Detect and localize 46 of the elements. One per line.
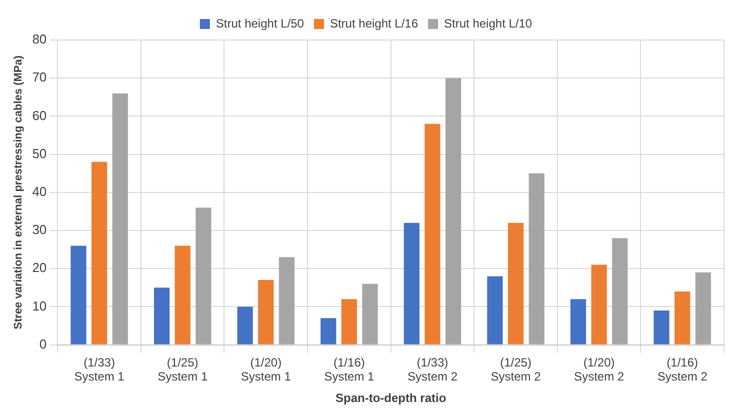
bar [70, 246, 86, 344]
x-tick-label: (1/25) System 1 [158, 355, 208, 384]
legend-label: Strut height L/16 [330, 16, 418, 30]
y-tick-label: 40 [32, 184, 47, 199]
x-tick-label: (1/25) System 2 [490, 355, 542, 384]
y-axis-title: Stree variation in external prestressing cables (MPa) [12, 55, 25, 330]
bar [92, 162, 108, 344]
bar [258, 280, 274, 344]
bar [508, 222, 524, 344]
bar [445, 78, 462, 344]
x-tick-label: (1/33) System 2 [407, 355, 458, 384]
y-tick-label: 20 [32, 260, 47, 276]
y-tick-label: 70 [32, 70, 47, 85]
y-tick-label: 50 [32, 146, 47, 161]
bar [674, 291, 690, 344]
bar [174, 246, 190, 344]
bar [362, 284, 378, 344]
bar [591, 264, 607, 344]
y-tick-label: 30 [32, 222, 47, 238]
legend-label: Strut height L/50 [216, 16, 304, 30]
bar [612, 238, 628, 344]
x-tick-label: (1/20) System 2 [574, 355, 624, 384]
x-tick-label: (1/33) System 1 [74, 355, 125, 384]
bar [196, 208, 212, 344]
bar [154, 288, 170, 344]
bar [424, 124, 440, 344]
bar [237, 306, 253, 344]
bar [341, 299, 357, 344]
y-tick-label: 60 [32, 108, 47, 123]
y-tick-label: 10 [32, 298, 47, 314]
bar [112, 93, 128, 344]
y-tick-label: 80 [32, 32, 47, 47]
bar [695, 272, 711, 344]
x-tick-label: (1/20) System 1 [240, 355, 292, 384]
legend-label: Strut height L/10 [444, 16, 532, 30]
x-tick-label: (1/16) System 1 [324, 355, 375, 384]
x-axis-title: Span-to-depth ratio [336, 391, 446, 406]
bar [654, 310, 670, 344]
bar [320, 318, 336, 344]
x-tick-label: (1/16) System 2 [657, 355, 708, 384]
bar [570, 299, 586, 344]
bar [487, 276, 503, 344]
y-tick-label: 0 [39, 336, 47, 352]
bar [278, 257, 295, 344]
bar [404, 222, 420, 344]
bar [528, 173, 544, 344]
